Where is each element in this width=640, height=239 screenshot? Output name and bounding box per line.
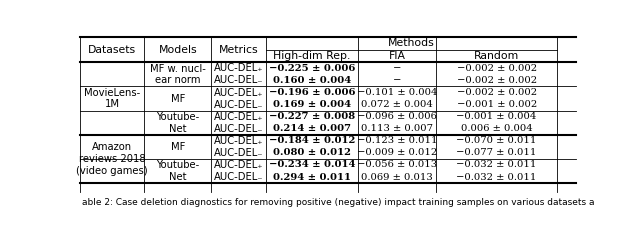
Text: −0.056 ± 0.013: −0.056 ± 0.013: [357, 160, 437, 169]
Text: −0.227 ± 0.008: −0.227 ± 0.008: [269, 112, 355, 121]
Text: −0.225 ± 0.006: −0.225 ± 0.006: [269, 64, 355, 73]
Text: −0.001 ± 0.002: −0.001 ± 0.002: [456, 100, 537, 109]
Text: Random: Random: [474, 51, 519, 61]
Text: AUC-DEL₊: AUC-DEL₊: [214, 112, 264, 122]
Text: MF w. nucl-
ear norm: MF w. nucl- ear norm: [150, 64, 206, 85]
Text: −0.002 ± 0.002: −0.002 ± 0.002: [456, 88, 537, 97]
Text: 0.072 ± 0.004: 0.072 ± 0.004: [361, 100, 433, 109]
Text: able 2: Case deletion diagnostics for removing positive (negative) impact traini: able 2: Case deletion diagnostics for re…: [83, 198, 595, 207]
Text: AUC-DEL₊: AUC-DEL₊: [214, 160, 264, 170]
Text: 0.006 ± 0.004: 0.006 ± 0.004: [461, 124, 532, 133]
Text: −0.002 ± 0.002: −0.002 ± 0.002: [456, 76, 537, 85]
Text: −0.123 ± 0.011: −0.123 ± 0.011: [356, 136, 437, 145]
Text: 0.294 ± 0.011: 0.294 ± 0.011: [273, 173, 351, 182]
Text: 0.069 ± 0.013: 0.069 ± 0.013: [361, 173, 433, 182]
Text: FIA: FIA: [388, 51, 406, 61]
Text: MF: MF: [171, 93, 185, 103]
Text: −0.001 ± 0.004: −0.001 ± 0.004: [456, 112, 537, 121]
Text: MovieLens-
1M: MovieLens- 1M: [84, 88, 140, 109]
Text: Models: Models: [159, 45, 197, 55]
Text: AUC-DEL₊: AUC-DEL₊: [214, 63, 264, 73]
Text: −0.032 ± 0.011: −0.032 ± 0.011: [456, 173, 537, 182]
Text: AUC-DEL₋: AUC-DEL₋: [214, 172, 264, 182]
Text: AUC-DEL₊: AUC-DEL₊: [214, 136, 264, 146]
Text: Youtube-
Net: Youtube- Net: [156, 160, 200, 182]
Text: −0.096 ± 0.006: −0.096 ± 0.006: [357, 112, 437, 121]
Text: −: −: [393, 64, 401, 73]
Text: −0.196 ± 0.006: −0.196 ± 0.006: [269, 88, 355, 97]
Text: Datasets: Datasets: [88, 45, 136, 55]
Text: −0.234 ± 0.014: −0.234 ± 0.014: [269, 160, 355, 169]
Text: 0.160 ± 0.004: 0.160 ± 0.004: [273, 76, 351, 85]
Text: 0.080 ± 0.012: 0.080 ± 0.012: [273, 148, 351, 158]
Text: 0.113 ± 0.007: 0.113 ± 0.007: [361, 124, 433, 133]
Text: AUC-DEL₋: AUC-DEL₋: [214, 124, 264, 134]
Text: −0.077 ± 0.011: −0.077 ± 0.011: [456, 148, 537, 158]
Text: −0.184 ± 0.012: −0.184 ± 0.012: [269, 136, 355, 145]
Text: AUC-DEL₋: AUC-DEL₋: [214, 100, 264, 110]
Text: AUC-DEL₊: AUC-DEL₊: [214, 87, 264, 98]
Text: −0.002 ± 0.002: −0.002 ± 0.002: [456, 64, 537, 73]
Text: −: −: [393, 76, 401, 85]
Text: Youtube-
Net: Youtube- Net: [156, 112, 200, 134]
Text: 0.169 ± 0.004: 0.169 ± 0.004: [273, 100, 351, 109]
Text: −0.009 ± 0.012: −0.009 ± 0.012: [357, 148, 437, 158]
Text: AUC-DEL₋: AUC-DEL₋: [214, 76, 264, 85]
Text: −0.101 ± 0.004: −0.101 ± 0.004: [356, 88, 437, 97]
Text: Amazon
reviews 2018
(video games): Amazon reviews 2018 (video games): [76, 142, 148, 175]
Text: Metrics: Metrics: [219, 45, 259, 55]
Text: High-dim Rep.: High-dim Rep.: [273, 51, 351, 61]
Text: −0.070 ± 0.011: −0.070 ± 0.011: [456, 136, 537, 145]
Text: MF: MF: [171, 142, 185, 152]
Text: Methods: Methods: [388, 38, 435, 48]
Text: −0.032 ± 0.011: −0.032 ± 0.011: [456, 160, 537, 169]
Text: AUC-DEL₋: AUC-DEL₋: [214, 148, 264, 158]
Text: 0.214 ± 0.007: 0.214 ± 0.007: [273, 124, 351, 133]
